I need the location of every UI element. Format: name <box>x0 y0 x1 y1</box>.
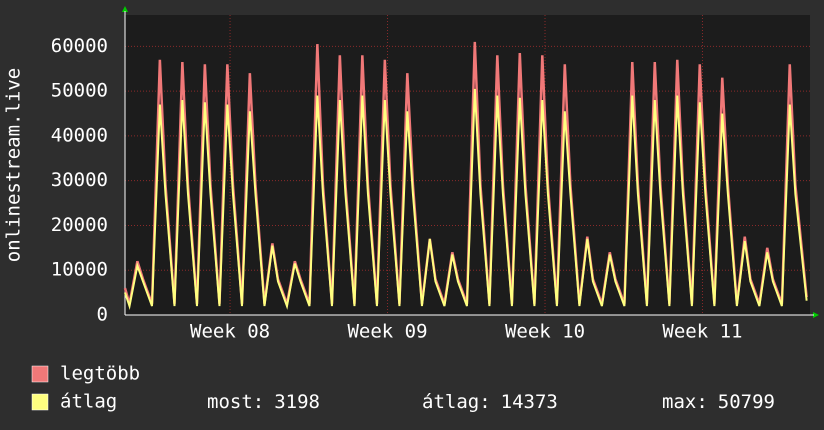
x-tick-label: Week 08 <box>190 321 270 343</box>
x-tick-label: Week 10 <box>505 321 585 343</box>
stat-value: 14373 <box>501 391 558 413</box>
y-tick-label: 60000 <box>51 35 108 57</box>
legend-label: átlag <box>60 391 117 413</box>
x-tick-label: Week 11 <box>662 321 742 343</box>
y-tick-label: 0 <box>97 304 108 326</box>
stat: max: 50799 <box>662 391 775 413</box>
y-tick-label: 40000 <box>51 124 108 146</box>
stat-label: most: <box>207 391 264 413</box>
y-tick-label: 10000 <box>51 259 108 281</box>
legend-swatch <box>31 393 49 411</box>
x-tick-label: Week 09 <box>347 321 427 343</box>
y-tick-label: 30000 <box>51 169 108 191</box>
legend-label: legtöbb <box>60 363 140 385</box>
stat-value: 3198 <box>274 391 320 413</box>
series-line <box>124 88 808 310</box>
stat-value: 50799 <box>718 391 775 413</box>
legend-swatch <box>31 365 49 383</box>
axis-arrow <box>122 6 128 12</box>
y-tick-label: 20000 <box>51 214 108 236</box>
stat: átlag: 14373 <box>422 391 558 413</box>
stat: most: 3198 <box>207 391 320 413</box>
y-axis-label: onlinestream.live <box>3 68 25 262</box>
axis-arrow <box>813 312 819 318</box>
stat-label: max: <box>662 391 708 413</box>
y-tick-label: 50000 <box>51 80 108 102</box>
stat-label: átlag: <box>422 391 491 413</box>
